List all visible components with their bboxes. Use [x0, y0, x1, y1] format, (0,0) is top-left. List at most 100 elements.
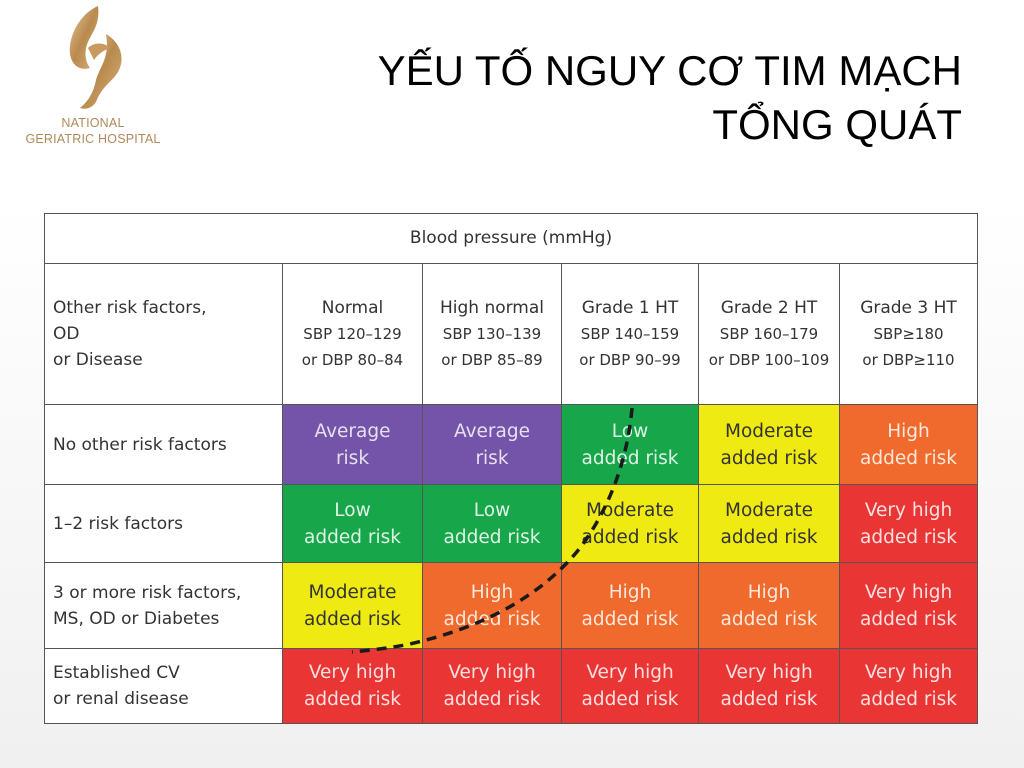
risk-level: Moderate: [725, 420, 813, 442]
corner-line: Other risk factors,: [53, 298, 207, 318]
row-label-line: 3 or more risk factors,: [53, 582, 242, 603]
risk-cell: Very high added risk: [698, 648, 840, 724]
risk-level: Very high: [586, 662, 674, 683]
row-label-no-other-risk: No other risk factors: [44, 404, 283, 485]
risk-cell: Very high added risk: [839, 648, 978, 724]
other-risk-factors-header: Other risk factors, OD or Disease: [44, 263, 283, 405]
bp-category-dbp: or DBP≥110: [862, 351, 955, 369]
logo-text-line2: GERIATRIC HOSPITAL: [25, 132, 161, 146]
risk-level: Very high: [448, 662, 536, 683]
risk-level: Very high: [864, 499, 953, 521]
page-title: YẾU TỐ NGUY CƠ TIM MẠCH TỔNG QUÁT: [242, 44, 962, 152]
risk-suffix: added risk: [443, 689, 541, 710]
risk-cell: High added risk: [422, 562, 562, 649]
risk-level: Very high: [864, 662, 953, 683]
risk-level: High: [887, 420, 930, 442]
bp-category-grade2: Grade 2 HT SBP 160–179 or DBP 100–109: [698, 263, 840, 405]
risk-level: Moderate: [308, 581, 397, 603]
risk-suffix: added risk: [860, 526, 957, 548]
risk-cell: Average risk: [422, 404, 562, 485]
bp-category-sbp: SBP 160–179: [719, 325, 819, 343]
risk-cell: High added risk: [561, 562, 699, 649]
row-label-line: 1–2 risk factors: [53, 513, 184, 534]
risk-level: High: [470, 581, 514, 603]
risk-suffix: added risk: [860, 689, 957, 710]
row-label-line: or renal disease: [53, 689, 189, 709]
risk-level: Average: [314, 420, 391, 442]
risk-level: Moderate: [725, 499, 813, 521]
risk-suffix: added risk: [581, 608, 679, 630]
bp-category-dbp: or DBP 80–84: [301, 351, 404, 369]
bp-category-grade1: Grade 1 HT SBP 140–159 or DBP 90–99: [561, 263, 699, 405]
risk-cell: Moderate added risk: [698, 404, 840, 485]
risk-suffix: risk: [335, 447, 370, 469]
risk-suffix: added risk: [581, 447, 679, 469]
risk-level: Very high: [864, 581, 953, 603]
risk-suffix: added risk: [720, 608, 818, 630]
logo-emblem-icon: [69, 6, 122, 109]
bp-category-normal: Normal SBP 120–129 or DBP 80–84: [282, 263, 423, 405]
risk-cell: High added risk: [839, 404, 978, 485]
risk-cell: Moderate added risk: [561, 484, 699, 563]
risk-cell: Moderate added risk: [698, 484, 840, 563]
bp-category-sbp: SBP 120–129: [303, 325, 402, 343]
risk-suffix: risk: [475, 447, 509, 469]
risk-level: Very high: [308, 662, 397, 683]
corner-line: OD: [53, 324, 80, 344]
bp-category-name: Grade 2 HT: [720, 298, 818, 318]
risk-cell: Low added risk: [422, 484, 562, 563]
bp-category-sbp: SBP 140–159: [580, 325, 680, 343]
cv-risk-table: Blood pressure (mmHg) Other risk factors…: [44, 213, 978, 724]
risk-cell: Low added risk: [282, 484, 423, 563]
page-title-line1: YẾU TỐ NGUY CƠ TIM MẠCH: [377, 47, 962, 94]
bp-category-dbp: or DBP 85–89: [441, 351, 543, 369]
risk-cell: Average risk: [282, 404, 423, 485]
table-row: No other risk factors Average risk Averag…: [44, 404, 978, 485]
risk-suffix: added risk: [860, 608, 957, 630]
risk-cell: Very high added risk: [282, 648, 423, 724]
bp-category-high-normal: High normal SBP 130–139 or DBP 85–89: [422, 263, 562, 405]
risk-suffix: added risk: [581, 689, 679, 710]
risk-suffix: added risk: [720, 447, 818, 469]
risk-level: High: [608, 581, 652, 603]
risk-suffix: added risk: [581, 526, 679, 548]
risk-suffix: added risk: [304, 526, 401, 548]
risk-cell: Low added risk: [561, 404, 699, 485]
risk-level: Low: [473, 499, 511, 521]
bp-category-sbp: SBP 130–139: [442, 325, 542, 343]
row-label-3-or-more-risk-factors: 3 or more risk factors, MS, OD or Diabet…: [44, 562, 283, 649]
risk-level: Moderate: [586, 499, 674, 521]
risk-suffix: added risk: [860, 447, 957, 469]
hospital-logo: NATIONAL GERIATRIC HOSPITAL: [12, 0, 174, 152]
risk-suffix: added risk: [443, 608, 541, 630]
bp-category-dbp: or DBP 90–99: [579, 351, 681, 369]
bp-category-name: Grade 1 HT: [581, 298, 679, 318]
blood-pressure-header: Blood pressure (mmHg): [44, 213, 978, 264]
bp-category-sbp: SBP≥180: [873, 325, 944, 343]
risk-cell: Very high added risk: [839, 562, 978, 649]
row-label-1-2-risk-factors: 1–2 risk factors: [44, 484, 283, 563]
risk-cell: High added risk: [698, 562, 840, 649]
row-label-line: Established CV: [53, 663, 180, 683]
risk-suffix: added risk: [304, 608, 401, 630]
risk-level: Low: [334, 499, 371, 521]
risk-suffix: added risk: [443, 526, 541, 548]
bp-category-dbp: or DBP 100–109: [708, 351, 830, 369]
risk-level: High: [747, 581, 791, 603]
table-row: 1–2 risk factors Low added risk Low added …: [44, 484, 978, 563]
bp-category-grade3: Grade 3 HT SBP≥180 or DBP≥110: [839, 263, 978, 405]
bp-category-name: High normal: [439, 298, 545, 318]
table-row: Established CV or renal disease Very hig…: [44, 648, 978, 724]
risk-level: Very high: [725, 662, 813, 683]
risk-level: Average: [454, 420, 530, 442]
risk-suffix: added risk: [720, 689, 818, 710]
row-label-established-cv: Established CV or renal disease: [44, 648, 283, 724]
row-label-line: No other risk factors: [53, 434, 227, 455]
logo-text-line1: NATIONAL: [61, 116, 125, 130]
table-row: 3 or more risk factors, MS, OD or Diabet…: [44, 562, 978, 649]
row-label-line: MS, OD or Diabetes: [53, 608, 220, 629]
risk-cell: Very high added risk: [561, 648, 699, 724]
risk-suffix: added risk: [720, 526, 818, 548]
risk-level: Low: [611, 420, 649, 442]
risk-cell: Very high added risk: [839, 484, 978, 563]
